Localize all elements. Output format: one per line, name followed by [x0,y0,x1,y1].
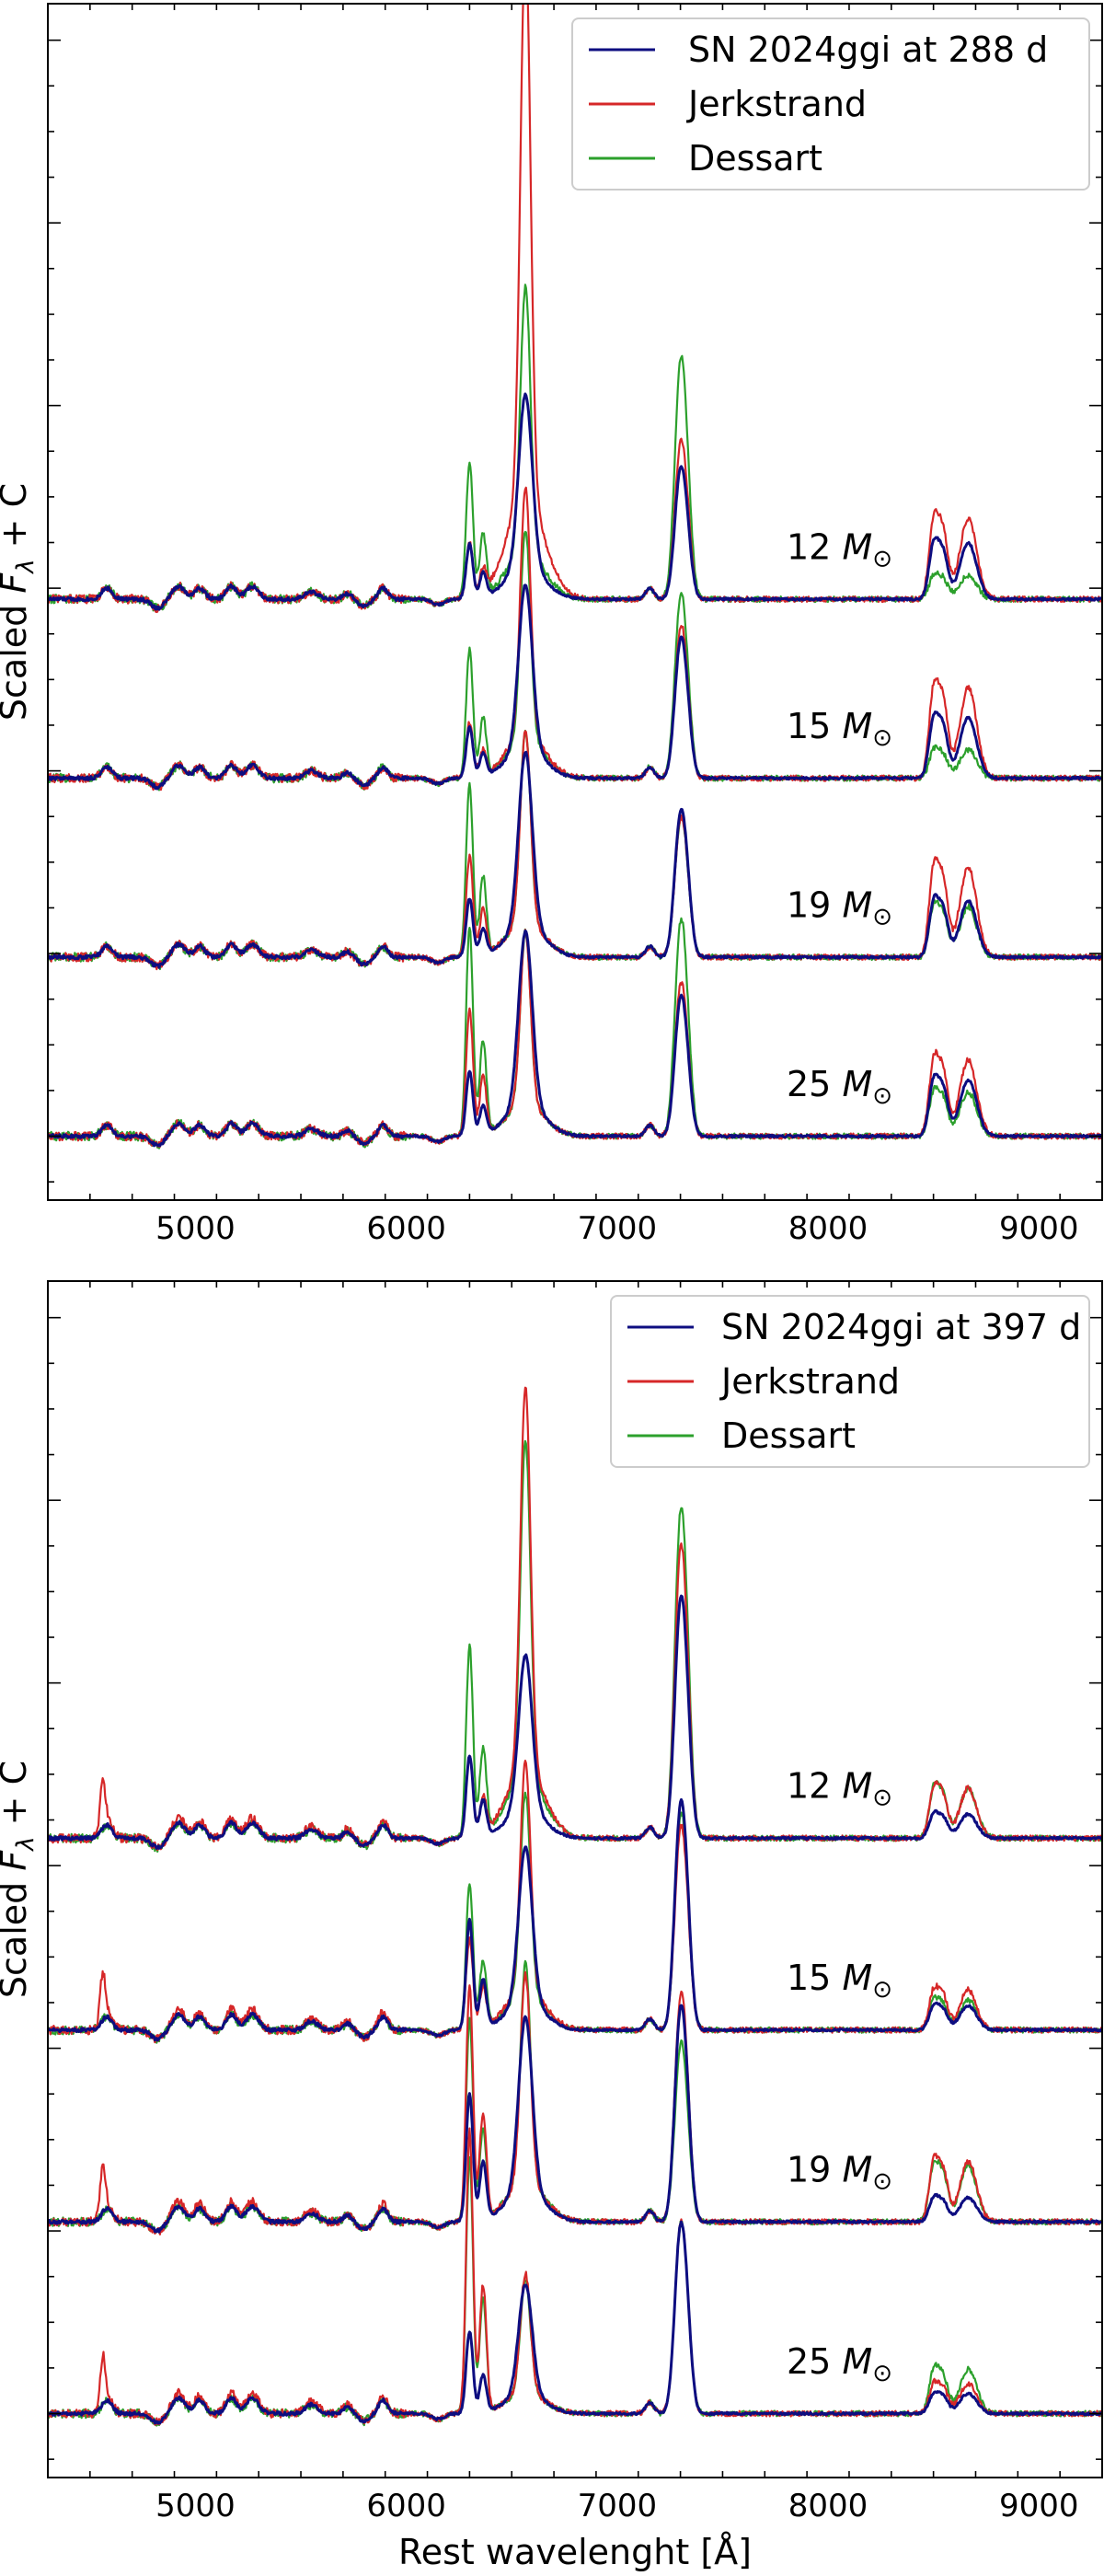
bottom-x-tick-label-9000: 9000 [999,2488,1079,2524]
bottom-chart-panel: 12 M⊙15 M⊙19 M⊙25 M⊙ 5000 6000 7000 8000 900… [0,1280,1103,2572]
bottom-x-axis-label: Rest wavelenght [Å] [398,2532,752,2572]
bottom-legend: SN 2024ggi at 397 d Jerkstrand Dessart [610,1295,1090,1468]
bottom-observed-spectrum-15m [48,1797,1102,2042]
top-mass-label-19m: 19 M⊙ [787,884,892,930]
top-legend-dessart-label: Dessart [688,138,822,179]
top-legend-box [571,17,1090,191]
bottom-x-tick-label-8000: 8000 [788,2488,868,2524]
top-observed-spectrum-15m [48,583,1102,791]
bottom-x-ticks: 5000 6000 7000 8000 9000 [47,1281,1103,2524]
top-observed-spectrum-25m [48,930,1102,1148]
bottom-mass-labels: 12 M⊙15 M⊙19 M⊙25 M⊙ [787,1766,892,2387]
top-mass-label-15m: 15 M⊙ [787,706,892,752]
bottom-x-tick-label-6000: 6000 [366,2488,446,2524]
top-x-tick-label-6000: 6000 [366,1210,446,1247]
bottom-mass-label-15m: 15 M⊙ [787,1958,892,2004]
bottom-mass-label-number: 19 [787,2150,842,2190]
top-mass-label-subscript: ⊙ [872,545,892,572]
top-ylabel-prefix: Scaled [0,594,34,721]
top-mass-label-subscript: ⊙ [872,724,892,752]
bottom-x-tick-label-7000: 7000 [578,2488,658,2524]
top-x-tick-label-9000: 9000 [999,1210,1079,1247]
bottom-mass-label-19m: 19 M⊙ [787,2150,892,2196]
top-series-layer [48,4,1102,1149]
top-ylabel-subscript: λ [12,559,40,574]
bottom-x-tick-label-5000: 5000 [155,2488,236,2524]
top-ylabel-suffix: + C [0,483,34,560]
bottom-mass-label-25m: 25 M⊙ [787,2341,892,2387]
top-mass-labels: 12 M⊙15 M⊙19 M⊙25 M⊙ [787,526,892,1110]
top-observed-spectrum-12m [48,392,1102,611]
top-x-tick-label-7000: 7000 [578,1210,658,1247]
bottom-mass-label-subscript: ⊙ [872,1976,892,2004]
top-mass-label-12m: 12 M⊙ [787,526,892,572]
bottom-mass-label-symbol: M [842,1958,872,1998]
bottom-mass-label-subscript: ⊙ [872,2168,892,2196]
bottom-y-axis-label: Scaled Fλ + C [0,1761,40,1998]
top-mass-label-number: 12 [787,526,842,567]
bottom-ylabel-suffix: + C [0,1761,34,1837]
top-ylabel-symbol: F [0,572,34,594]
top-observed-spectrum-19m [48,750,1102,969]
bottom-mass-label-number: 25 [787,2341,842,2382]
bottom-mass-label-subscript: ⊙ [872,1785,892,1812]
top-chart-panel: 12 M⊙15 M⊙19 M⊙25 M⊙ 5000 6000 7000 8000 900… [0,3,1103,1247]
top-mass-label-number: 25 [787,1064,842,1104]
bottom-ylabel-symbol: F [0,1850,34,1871]
top-legend: SN 2024ggi at 288 d Jerkstrand Dessart [571,17,1090,191]
bottom-series-layer [48,1386,1102,2427]
bottom-observed-spectrum-19m [48,2004,1102,2234]
top-mass-label-25m: 25 M⊙ [787,1064,892,1110]
bottom-legend-dessart-label: Dessart [721,1415,856,1456]
top-mass-label-symbol: M [842,706,872,746]
bottom-legend-jerkstrand-label: Jerkstrand [719,1361,900,1402]
bottom-mass-label-symbol: M [842,1766,872,1807]
top-x-tick-label-5000: 5000 [155,1210,236,1247]
bottom-ylabel-subscript: λ [12,1836,40,1852]
bottom-observed-spectrum-25m [48,2220,1102,2425]
bottom-ylabel-prefix: Scaled [0,1871,34,1998]
top-x-ticks: 5000 6000 7000 8000 9000 [47,4,1103,1247]
top-y-axis-label: Scaled Fλ + C [0,483,40,721]
bottom-mass-label-number: 12 [787,1766,842,1807]
top-x-tick-label-8000: 8000 [788,1210,868,1247]
top-mass-label-number: 19 [787,884,842,925]
top-legend-observed-label: SN 2024ggi at 288 d [688,29,1048,70]
top-mass-label-symbol: M [842,526,872,567]
bottom-mass-label-subscript: ⊙ [872,2360,892,2387]
bottom-legend-observed-label: SN 2024ggi at 397 d [721,1307,1081,1347]
bottom-legend-box [610,1295,1090,1468]
top-mass-label-symbol: M [842,1064,872,1104]
bottom-observed-spectrum-12m [48,1594,1102,1850]
top-mass-label-subscript: ⊙ [872,1082,892,1110]
bottom-mass-label-symbol: M [842,2341,872,2382]
bottom-plot-frame [47,1280,1103,2478]
bottom-mass-label-symbol: M [842,2150,872,2190]
bottom-mass-label-number: 15 [787,1958,842,1998]
top-mass-label-symbol: M [842,884,872,925]
bottom-mass-label-12m: 12 M⊙ [787,1766,892,1812]
top-legend-jerkstrand-label: Jerkstrand [686,84,867,124]
top-plot-frame [47,3,1103,1201]
top-mass-label-number: 15 [787,706,842,746]
top-mass-label-subscript: ⊙ [872,903,892,930]
